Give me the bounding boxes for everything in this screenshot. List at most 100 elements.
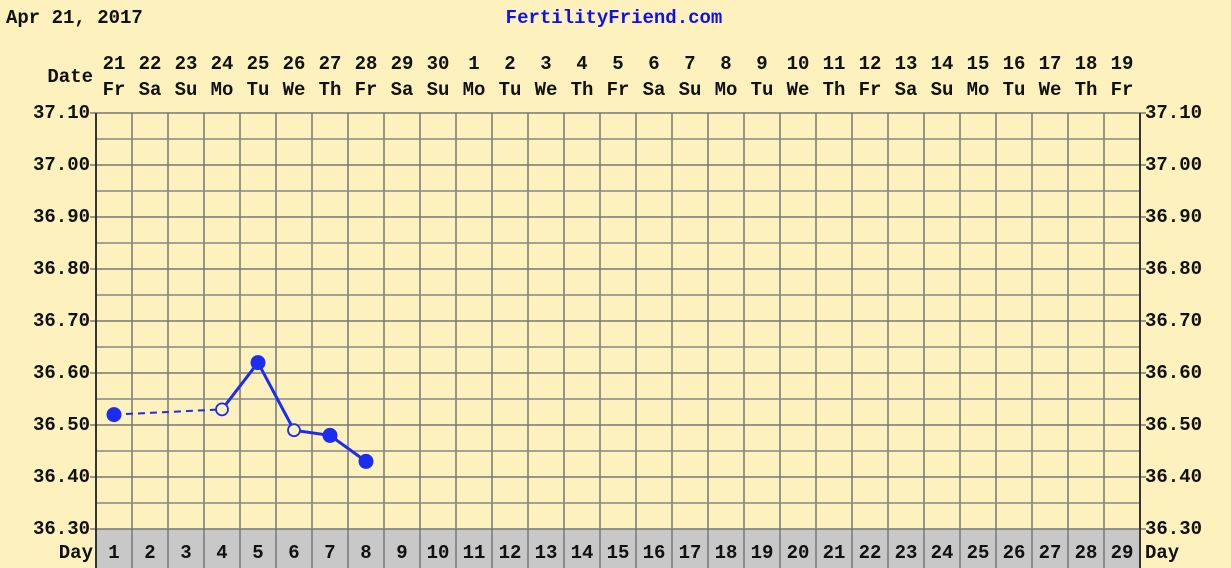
date-label: 15 (967, 53, 990, 75)
weekday-label: Tu (751, 79, 774, 101)
day-number: 14 (571, 542, 594, 564)
day-number: 8 (360, 542, 371, 564)
chart-title: FertilityFriend.com (506, 7, 723, 29)
weekday-label: We (787, 79, 810, 101)
y2-tick-label: 36.90 (1145, 206, 1202, 228)
weekday-label: Fr (1111, 79, 1134, 101)
y-tick-label: 36.50 (33, 414, 90, 436)
date-label: 21 (103, 53, 126, 75)
point (106, 407, 122, 423)
weekday-label: Fr (355, 79, 378, 101)
date-label: 27 (319, 53, 342, 75)
date-label: 18 (1075, 53, 1098, 75)
date-label: 30 (427, 53, 450, 75)
y-tick-label: 36.40 (33, 466, 90, 488)
weekday-label: Mo (967, 79, 990, 101)
day-number: 16 (643, 542, 666, 564)
day-number: 11 (463, 542, 486, 564)
weekday-label: Tu (247, 79, 270, 101)
day-number: 18 (715, 542, 738, 564)
gap-connector (113, 408, 223, 416)
hollow-point (287, 423, 301, 438)
date-label: 17 (1039, 53, 1062, 75)
y-tick-label: 36.70 (33, 310, 90, 332)
date-label: 8 (720, 53, 731, 75)
weekday-label: We (283, 79, 306, 101)
day-number: 23 (895, 542, 918, 564)
weekday-label: Mo (715, 79, 738, 101)
weekday-label: Mo (211, 79, 234, 101)
date-label: 13 (895, 53, 918, 75)
day-number: 2 (144, 542, 155, 564)
day-number: 13 (535, 542, 558, 564)
day-number: 15 (607, 542, 630, 564)
weekday-label: Su (931, 79, 954, 101)
date-label: 28 (355, 53, 378, 75)
weekday-label: Su (679, 79, 702, 101)
weekday-label: Th (823, 79, 846, 101)
date-label: 19 (1111, 53, 1134, 75)
weekday-label: Tu (499, 79, 522, 101)
weekday-label: Th (1075, 79, 1098, 101)
weekday-label: Sa (895, 79, 918, 101)
day-number: 5 (252, 542, 263, 564)
date-label: 6 (648, 53, 659, 75)
date-label: 16 (1003, 53, 1026, 75)
date-label: 5 (612, 53, 623, 75)
point (250, 355, 266, 371)
y2-tick-label: 36.50 (1145, 414, 1202, 436)
day-number: 27 (1039, 542, 1062, 564)
day-number: 28 (1075, 542, 1098, 564)
date-label: 11 (823, 53, 846, 75)
y2-tick-label: 36.60 (1145, 362, 1202, 384)
point (358, 453, 374, 469)
weekday-label: Su (427, 79, 450, 101)
day-number: 3 (180, 542, 191, 564)
y2-tick-label: 37.10 (1145, 102, 1202, 124)
date-label: 26 (283, 53, 306, 75)
date-label: 29 (391, 53, 414, 75)
weekday-label: Th (571, 79, 594, 101)
day-number: 21 (823, 542, 846, 564)
date-label: 23 (175, 53, 198, 75)
day-number: 12 (499, 542, 522, 564)
weekday-label: We (1039, 79, 1062, 101)
date-label: 1 (468, 53, 479, 75)
weekday-label: Sa (139, 79, 162, 101)
weekday-label: Fr (607, 79, 630, 101)
date-label: 9 (756, 53, 767, 75)
day-number: 24 (931, 542, 954, 564)
day-number: 25 (967, 542, 990, 564)
weekday-label: Tu (1003, 79, 1026, 101)
day-number: 1 (108, 542, 119, 564)
date-label: 25 (247, 53, 270, 75)
day-number: 9 (396, 542, 407, 564)
weekday-label: Sa (643, 79, 666, 101)
day-number: 19 (751, 542, 774, 564)
weekday-label: We (535, 79, 558, 101)
day-number: 29 (1111, 542, 1134, 564)
weekday-label: Sa (391, 79, 414, 101)
day-number: 4 (216, 542, 227, 564)
day-number: 26 (1003, 542, 1026, 564)
y2-tick-label: 36.80 (1145, 258, 1202, 280)
chart-date: Apr 21, 2017 (6, 7, 143, 29)
y-tick-label: 37.10 (33, 102, 90, 124)
weekday-label: Fr (103, 79, 126, 101)
weekday-label: Mo (463, 79, 486, 101)
date-label: 2 (504, 53, 515, 75)
y2-tick-label: 37.00 (1145, 154, 1202, 176)
date-label: 3 (540, 53, 551, 75)
y-tick-label: 36.60 (33, 362, 90, 384)
day-number: 17 (679, 542, 702, 564)
day-row (96, 529, 1140, 568)
day-label-right: Day (1145, 542, 1180, 564)
weekday-label: Su (175, 79, 198, 101)
y-tick-label: 36.30 (33, 518, 90, 540)
day-number: 22 (859, 542, 882, 564)
date-label: 14 (931, 53, 954, 75)
day-label-left: Day (59, 542, 94, 564)
day-number: 20 (787, 542, 810, 564)
